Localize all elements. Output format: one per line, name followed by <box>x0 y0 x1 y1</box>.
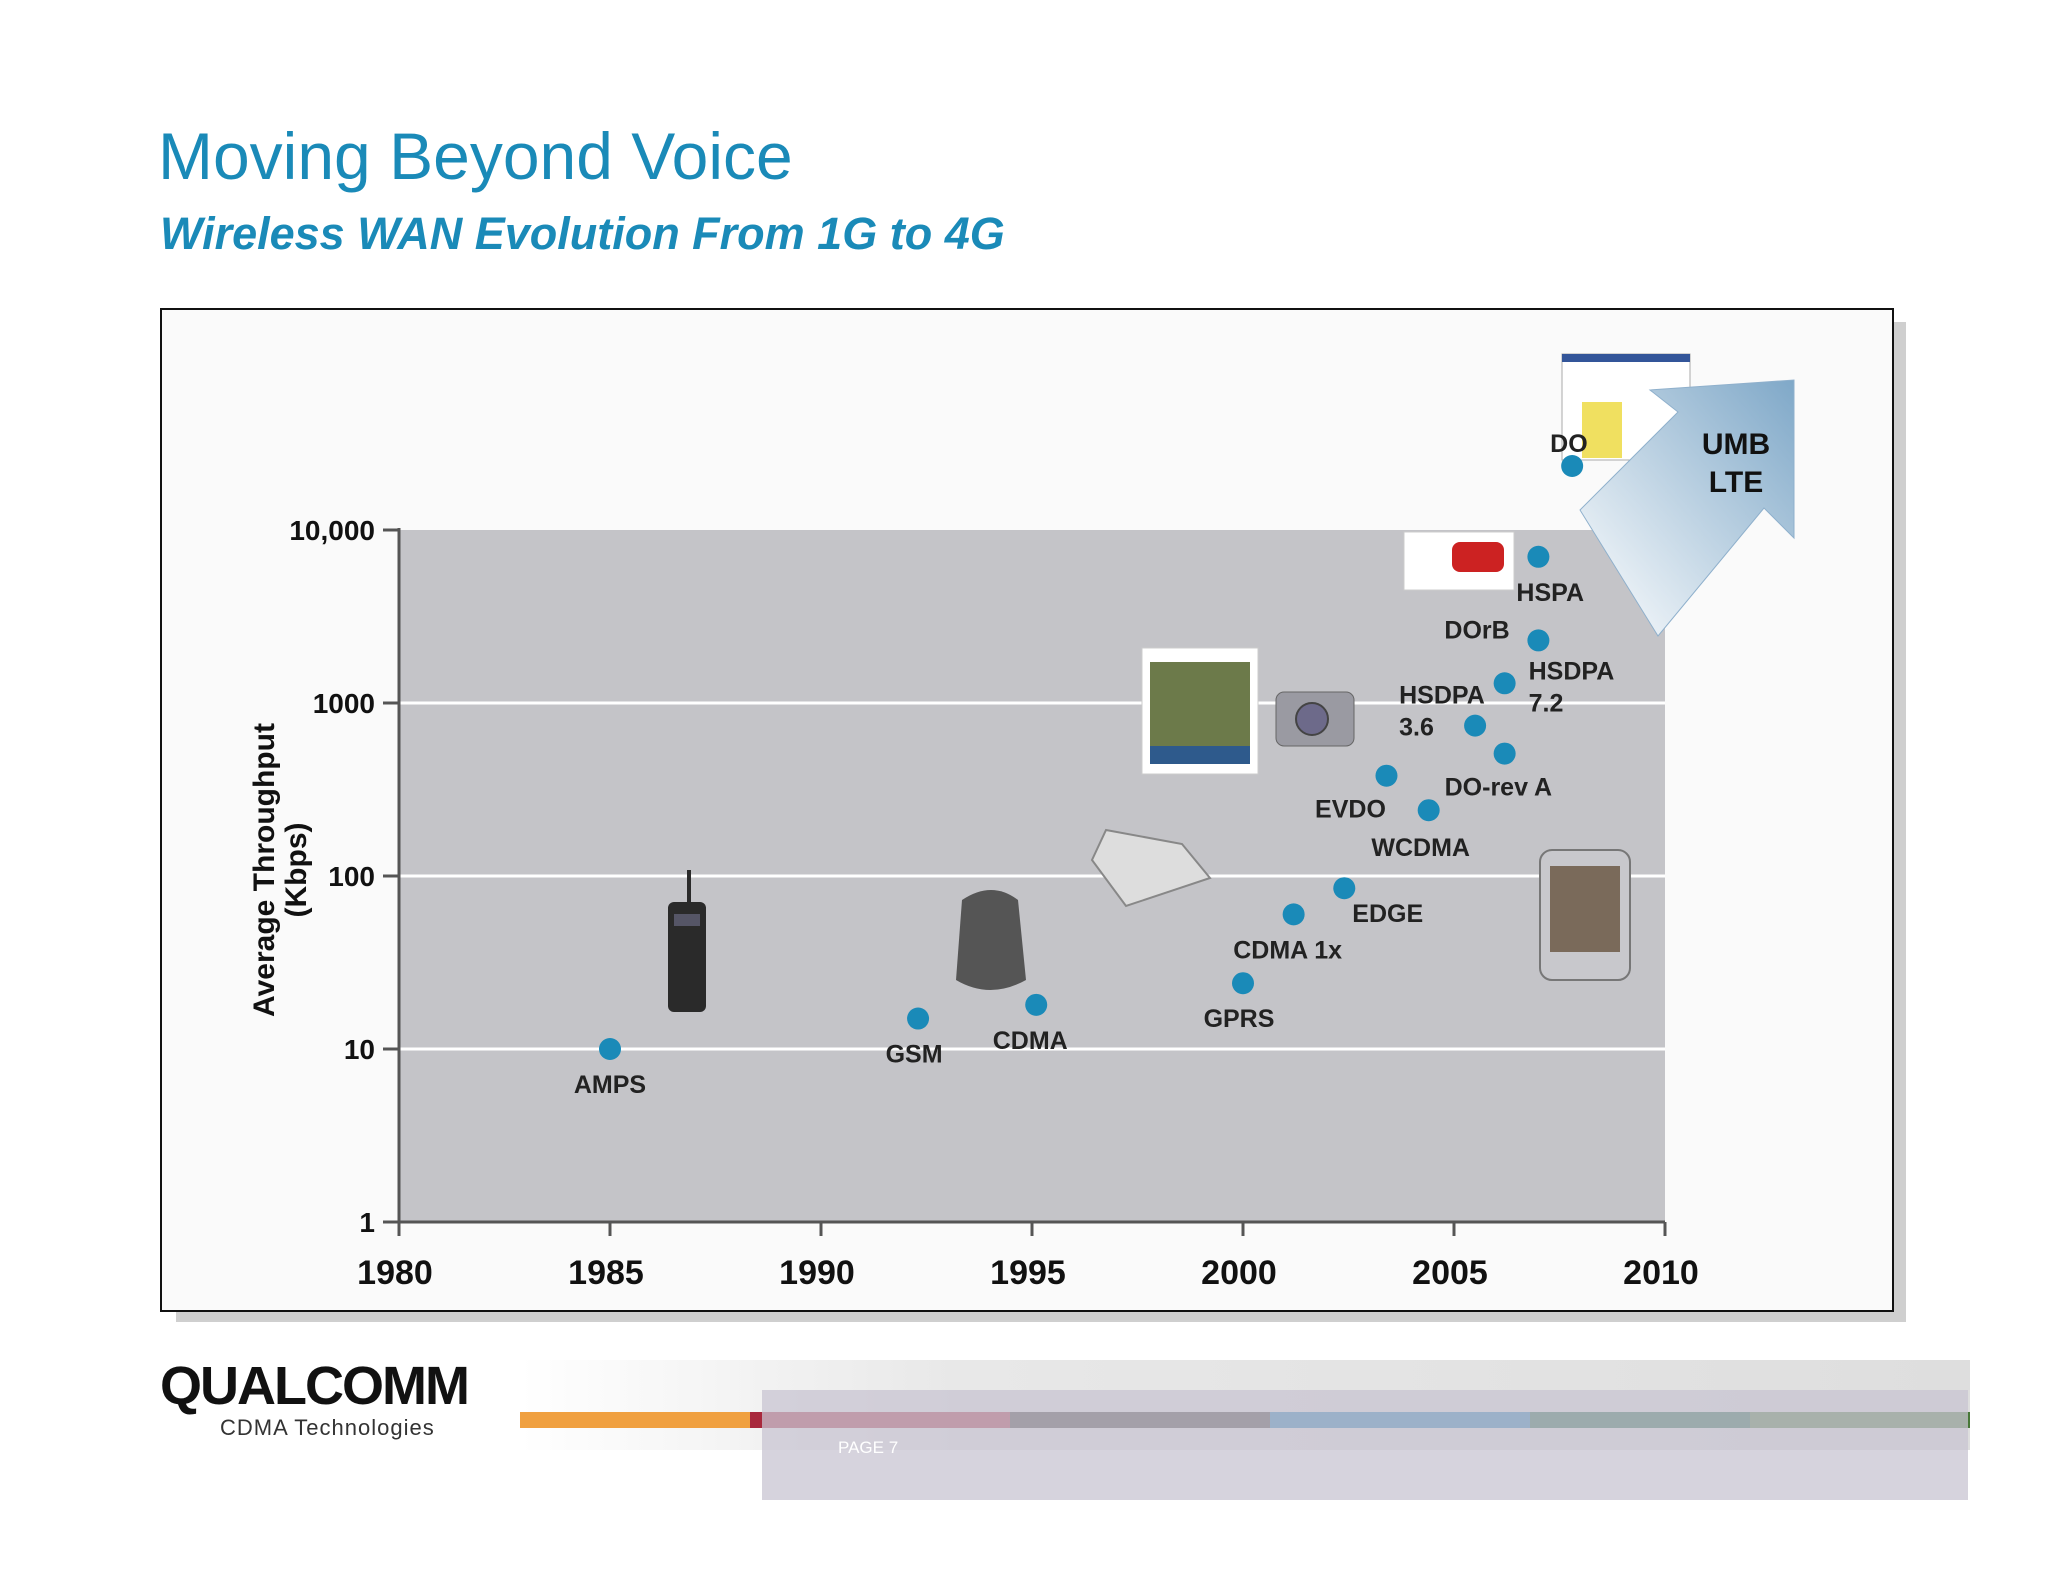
page-number: PAGE 7 <box>838 1438 899 1457</box>
camera-lens-icon <box>1295 702 1329 736</box>
video-content-icon <box>1150 662 1250 754</box>
y-tick-label: 1000 <box>313 688 375 719</box>
y-tick-label: 1 <box>359 1207 375 1238</box>
data-point <box>1375 764 1398 787</box>
data-point-label: DO <box>1550 430 1588 458</box>
throughput-chart: 1 10 100 1000 10,000 1980 1985 1990 1995 2000 2005… <box>248 353 1795 1292</box>
phone-screen-icon <box>674 914 700 926</box>
data-point <box>907 1007 930 1030</box>
data-point-label: WCDMA <box>1371 834 1470 862</box>
data-point <box>1527 545 1550 568</box>
data-point <box>1232 972 1254 995</box>
data-point <box>599 1038 621 1060</box>
youtube-tube-icon <box>1452 542 1504 572</box>
data-point <box>1493 742 1516 765</box>
data-point-label: CDMA 1x <box>1233 936 1342 964</box>
phone-antenna-icon <box>687 870 691 906</box>
data-point <box>1025 993 1048 1016</box>
data-point-label: AMPS <box>574 1071 646 1099</box>
y-tick-label: 100 <box>328 861 375 892</box>
data-point <box>1333 877 1356 900</box>
data-point-label: HSDPA <box>1529 657 1615 685</box>
y-tick-label: 10,000 <box>289 515 375 546</box>
data-point <box>1417 799 1440 822</box>
data-point-label: GSM <box>886 1041 943 1069</box>
slide-subtitle: Wireless WAN Evolution From 1G to 4G <box>160 208 1005 259</box>
qualcomm-logo: QUALCOMM CDMA Technologies <box>160 1355 470 1440</box>
x-tick-label: 2005 <box>1412 1254 1488 1292</box>
data-point-label: 3.6 <box>1399 714 1434 742</box>
newspaper-icon <box>1090 828 1212 908</box>
data-point <box>1561 455 1584 477</box>
flip-phone-icon <box>956 890 1026 990</box>
arrow-label: LTE <box>1709 466 1763 499</box>
logo-tagline: CDMA Technologies <box>220 1415 435 1440</box>
footer-stripe <box>520 1412 750 1428</box>
data-point-label: EVDO <box>1315 796 1386 824</box>
slide-title: Moving Beyond Voice <box>158 119 793 193</box>
data-point <box>1493 672 1516 695</box>
data-point-label: DOrB <box>1444 616 1509 644</box>
page-number-box <box>762 1390 1968 1500</box>
spreadsheet-highlight-icon <box>1582 402 1622 458</box>
x-tick-label: 1990 <box>779 1254 855 1292</box>
umb-lte-arrow <box>1579 379 1795 637</box>
x-tick-label: 2010 <box>1623 1254 1699 1292</box>
data-point-label: EDGE <box>1352 900 1423 928</box>
y-axis-label: (Kbps) <box>280 823 313 918</box>
logo-brand: QUALCOMM <box>160 1356 470 1416</box>
data-point <box>1282 903 1305 926</box>
data-point-label: HSDPA <box>1399 682 1485 710</box>
data-point-label: CDMA <box>993 1027 1068 1055</box>
brick-phone-icon <box>668 902 706 1012</box>
data-point-label: GPRS <box>1204 1005 1275 1033</box>
video-controls-icon <box>1150 746 1250 764</box>
data-point <box>1464 714 1487 737</box>
x-tick-label: 2000 <box>1201 1254 1277 1292</box>
chart-frame: 1 10 100 1000 10,000 1980 1985 1990 1995 2000 2005… <box>160 308 1894 1312</box>
x-tick-label: 1980 <box>357 1254 433 1292</box>
data-point-label: 7.2 <box>1529 689 1564 717</box>
data-point-label: HSPA <box>1516 579 1584 607</box>
x-tick-label: 1985 <box>568 1254 644 1292</box>
data-point-label: DO-rev A <box>1445 774 1552 802</box>
x-tick-label: 1995 <box>990 1254 1066 1292</box>
y-tick-label: 10 <box>344 1034 375 1065</box>
arrow-label: UMB <box>1702 428 1770 461</box>
data-point <box>1527 629 1550 652</box>
spreadsheet-titlebar-icon <box>1562 354 1690 362</box>
y-axis-label: Average Throughput <box>248 723 281 1017</box>
pda-screen-icon <box>1550 866 1620 952</box>
